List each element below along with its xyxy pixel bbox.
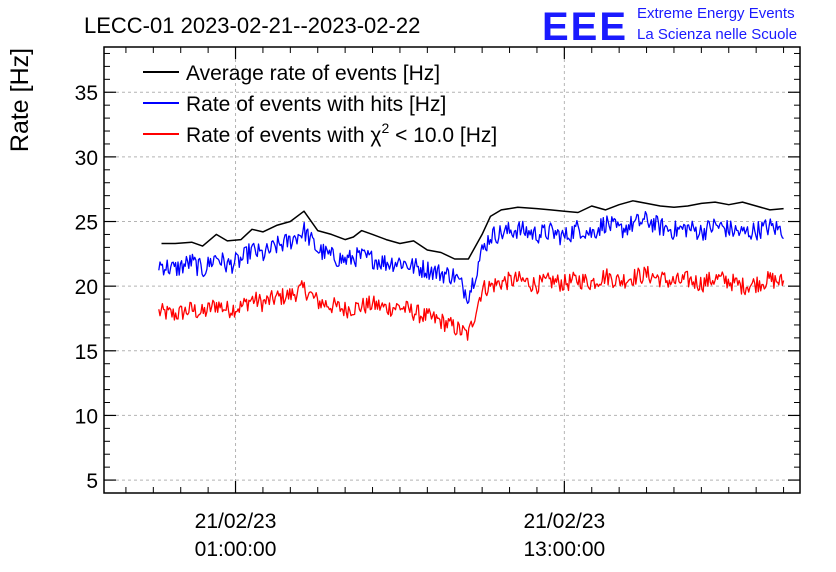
series-line-chi2 [158,265,785,341]
y-tick-label: 20 [75,276,98,299]
y-tick-label: 35 [75,82,98,105]
eee-logo-mark: EEE [542,5,628,49]
y-tick-label: 15 [75,341,98,364]
axis-ticks [104,47,800,494]
y-tick-label: 25 [75,212,98,235]
grid [104,47,800,493]
legend-label-average: Average rate of events [Hz] [186,62,440,85]
data-series [158,200,785,341]
eee-logo-line1: Extreme Energy Events [637,5,795,22]
chart-title: LECC-01 2023-02-21--2023-02-22 [84,13,420,38]
y-tick-label: 10 [75,405,98,428]
y-tick-label: 30 [75,147,98,170]
series-line-average [161,200,784,260]
y-tick-label: 5 [86,470,98,493]
plot-frame [103,46,801,494]
legend-label-hits: Rate of events with hits [Hz] [186,93,446,116]
series-line-hits [158,210,784,305]
x-tick-label-time: 01:00:00 [195,538,277,561]
eee-logo: EEE Extreme Energy Events La Scienza nel… [542,5,797,49]
x-tick-label-time: 13:00:00 [523,538,605,561]
x-tick-label-date: 21/02/23 [195,510,277,533]
eee-logo-line2: La Scienza nelle Scuole [637,26,797,43]
y-axis-label: Rate [Hz] [6,48,34,152]
legend: Average rate of events [Hz] Rate of even… [143,62,497,147]
tick-labels: 5 10 15 20 25 30 35 21/02/23 01:00:00 21/02/23 13:… [75,82,606,561]
legend-label-chi2: Rate of events with χ2 < 10.0 [Hz] [186,120,497,147]
x-tick-label-date: 21/02/23 [523,510,605,533]
